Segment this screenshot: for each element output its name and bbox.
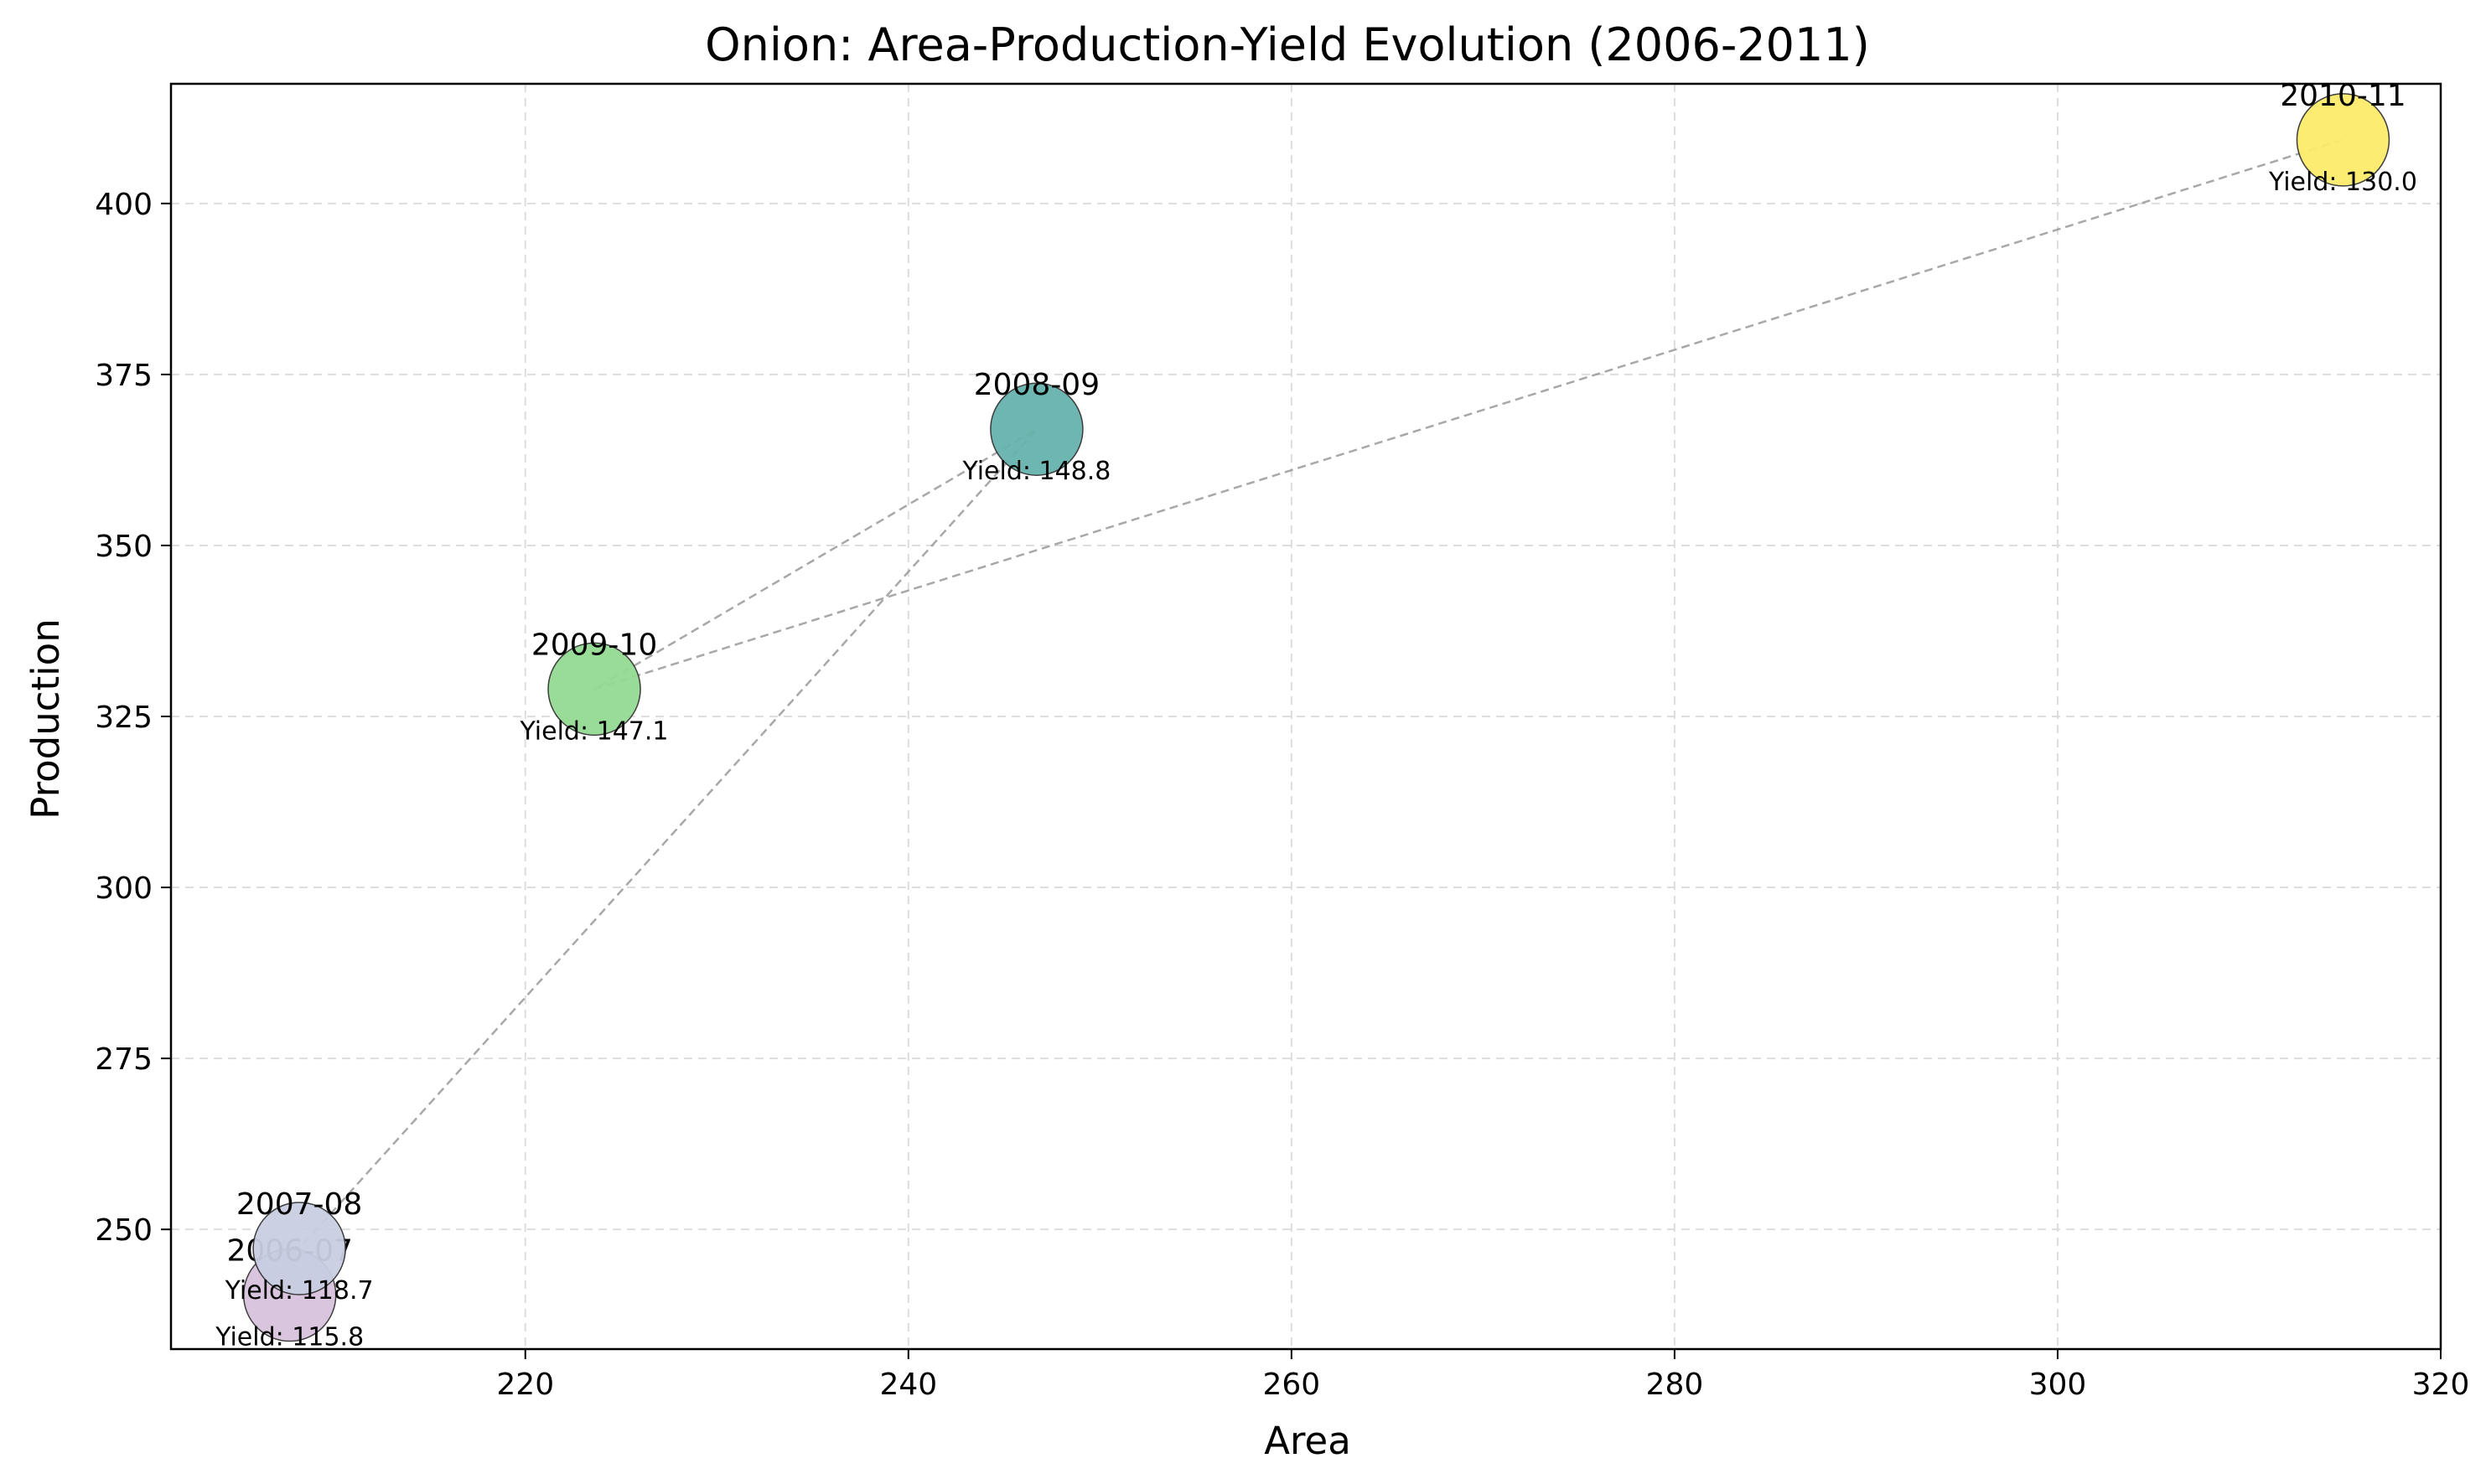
point-label-2007-08: 2007-08 [236, 1187, 362, 1222]
x-axis-label: Area [1264, 1419, 1351, 1463]
bubble-2007-08 [252, 1202, 346, 1295]
y-tick-label: 350 [95, 530, 153, 564]
x-tick-label: 260 [1263, 1368, 1321, 1402]
x-tick-label: 280 [1646, 1368, 1704, 1402]
y-axis-label: Production [23, 618, 68, 819]
x-axis-ticks: 220 240 260 280 300 320 [496, 1349, 2469, 1402]
y-tick-label: 375 [95, 359, 153, 393]
y-tick-label: 300 [95, 871, 153, 906]
bubble-2008-09 [990, 382, 1084, 476]
y-axis-ticks: 250 275 300 325 350 375 400 [95, 188, 171, 1248]
y-tick-label: 400 [95, 188, 153, 222]
y-tick-label: 275 [95, 1042, 153, 1077]
x-tick-label: 240 [879, 1368, 937, 1402]
yield-label-2008-09: Yield: 148.8 [961, 457, 1111, 486]
y-tick-label: 325 [95, 701, 153, 735]
x-tick-label: 220 [496, 1368, 554, 1402]
point-label-2009-10: 2009-10 [531, 628, 657, 662]
grid [171, 84, 2442, 1349]
point-label-2008-09: 2008-09 [974, 368, 1100, 402]
x-tick-label: 300 [2029, 1368, 2087, 1402]
bubble-2010-11 [2296, 93, 2390, 187]
yield-label-2007-08: Yield: 118.7 [225, 1276, 374, 1306]
yield-label-2006-07: Yield: 115.8 [215, 1323, 364, 1352]
x-tick-label: 320 [2412, 1368, 2470, 1402]
bubble-2009-10 [547, 642, 641, 737]
y-tick-label: 250 [95, 1213, 153, 1248]
yield-label-2010-11: Yield: 130.0 [2268, 168, 2417, 197]
chart-title: Onion: Area-Production-Yield Evolution (… [705, 18, 1870, 71]
yield-label-2009-10: Yield: 147.1 [520, 716, 669, 746]
